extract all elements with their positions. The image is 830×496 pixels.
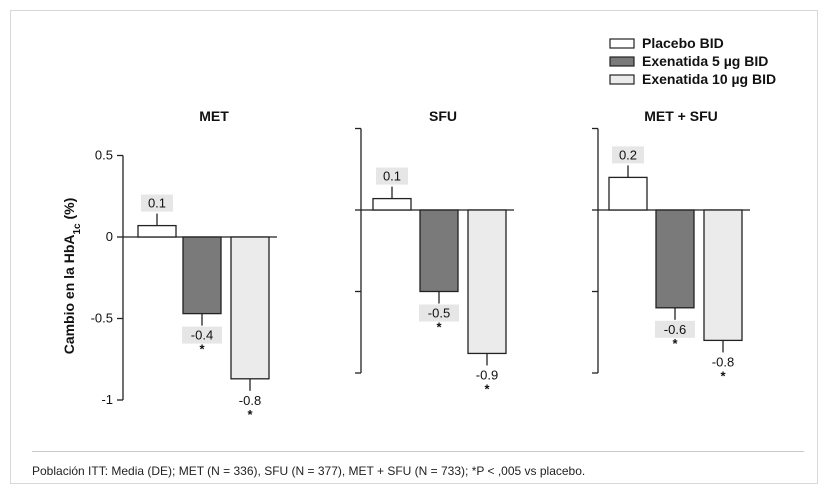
y-axis-title-subscript: 1c [72,223,83,235]
data-label-1-0: 0.1 [383,169,401,184]
legend-label-2: Exenatida 10 µg BID [642,71,776,87]
panel-title-0: MET [199,108,229,124]
legend-label-1: Exenatida 5 µg BID [642,53,768,69]
data-label-bg-0-1 [182,326,222,344]
data-label-2-0: 0.2 [619,147,637,162]
bar-1-0 [372,197,412,211]
bar-1-2 [467,209,507,355]
significance-marker-1-1: * [436,320,442,335]
data-label-2-1: -0.6 [664,322,686,337]
bar-0-0 [137,224,177,238]
bar-0-2 [230,236,270,380]
significance-marker-2-1: * [672,336,678,351]
panel-title-1: SFU [429,108,457,124]
significance-marker-0-2: * [247,407,253,422]
y-tick-label-0: 0.5 [95,148,113,163]
y-axis-title-unit: (%) [61,198,77,224]
data-label-1-1: -0.5 [428,306,450,321]
panel-title-2: MET + SFU [644,108,718,124]
data-label-0-0: 0.1 [148,196,166,211]
legend-swatch-0 [609,38,635,49]
data-label-bg-0-0 [141,194,173,212]
bar-2-2 [703,209,743,342]
y-tick-label-3: -1 [101,392,113,407]
data-label-2-2: -0.8 [712,354,734,369]
data-label-bg-2-1 [655,320,695,338]
bar-2-0 [608,176,648,211]
significance-marker-1-2: * [484,381,490,396]
legend-swatch-2 [609,74,635,85]
data-label-bg-1-0 [376,167,408,185]
y-axis-title: Cambio en la HbA1c (%) [61,198,83,355]
bar-2-1 [655,209,695,309]
y-tick-label-2: -0.5 [91,311,113,326]
legend-label-0: Placebo BID [642,35,724,51]
data-label-0-2: -0.8 [239,393,261,408]
significance-marker-0-1: * [199,342,205,357]
significance-marker-2-2: * [720,368,726,383]
y-tick-label-1: 0 [106,229,113,244]
data-label-bg-1-1 [419,304,459,322]
footnote-text: Población ITT: Media (DE); MET (N = 336)… [32,464,586,478]
data-label-1-2: -0.9 [476,367,498,382]
y-axis-title-main: Cambio en la HbA [61,235,77,355]
data-label-0-1: -0.4 [191,328,213,343]
bar-0-1 [182,236,222,315]
legend-swatch-1 [609,56,635,67]
bar-1-1 [419,209,459,293]
data-label-bg-2-0 [612,146,644,164]
footnote-divider [32,451,804,452]
